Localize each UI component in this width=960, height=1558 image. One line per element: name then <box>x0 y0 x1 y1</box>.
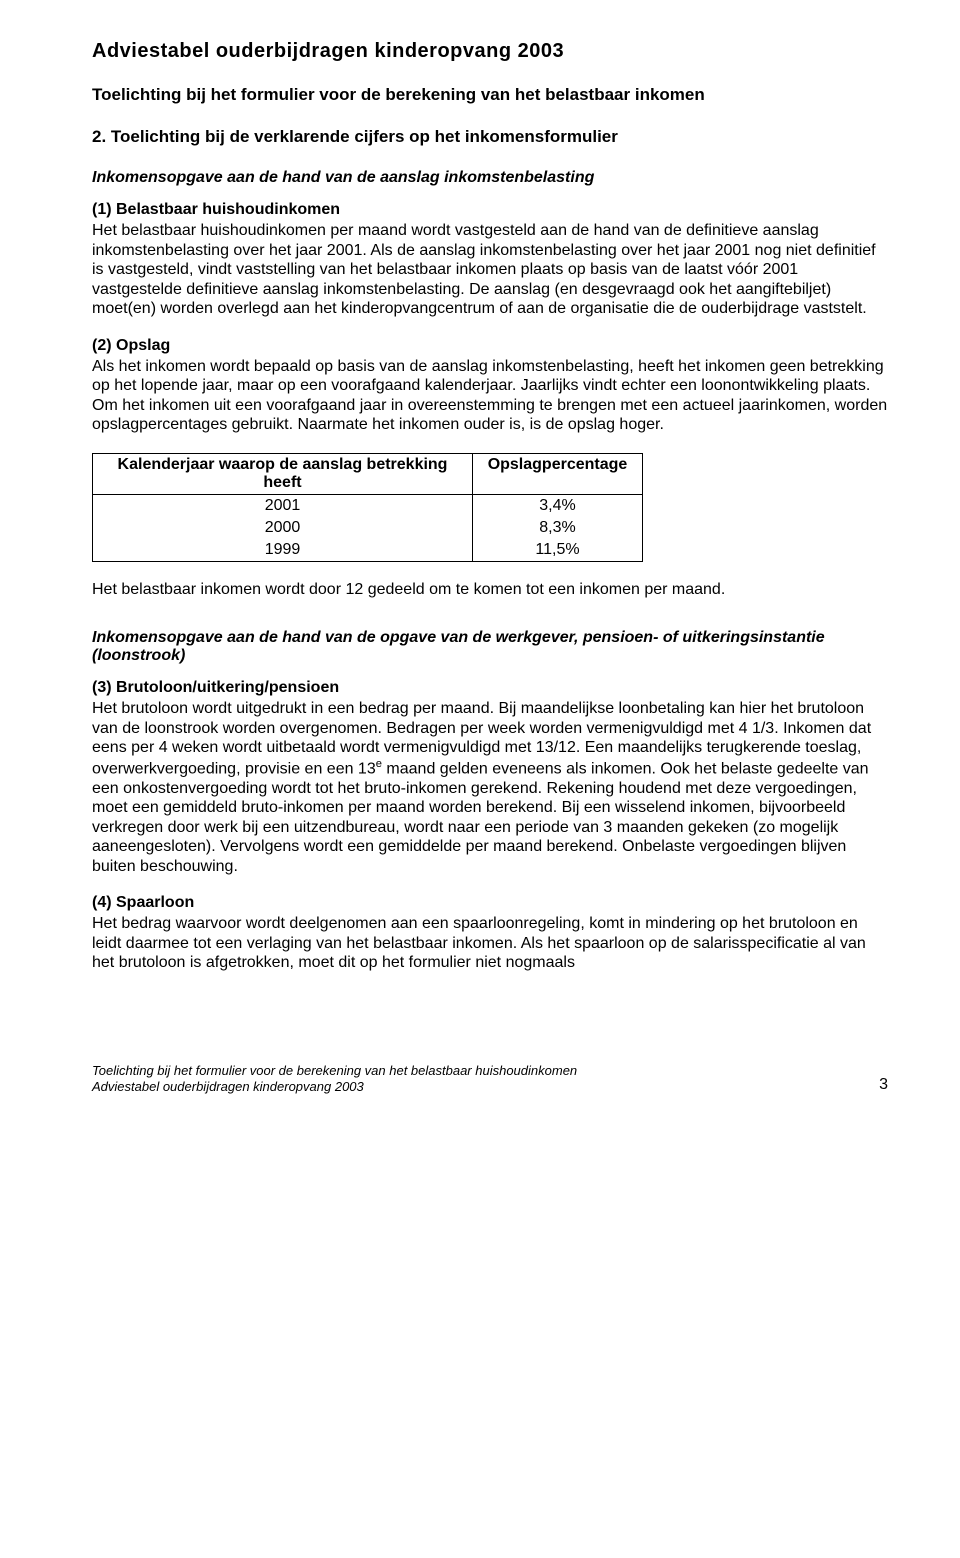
footer-text-block: Toelichting bij het formulier voor de be… <box>92 1063 577 1096</box>
table-header-col2: Opslagpercentage <box>473 453 643 494</box>
table-row: 2001 3,4% <box>93 494 643 517</box>
section-2-heading: 2. Toelichting bij de verklarende cijfer… <box>92 127 888 147</box>
item-2-heading: (2) Opslag <box>92 337 888 355</box>
table-row: 2000 8,3% <box>93 517 643 539</box>
item-2-text: Als het inkomen wordt bepaald op basis v… <box>92 357 888 435</box>
table-cell-year: 1999 <box>93 539 473 562</box>
table-cell-pct: 3,4% <box>473 494 643 517</box>
item-1-text: Het belastbaar huishoudinkomen per maand… <box>92 221 888 319</box>
opslag-table: Kalenderjaar waarop de aanslag betrekkin… <box>92 453 643 562</box>
table-cell-pct: 8,3% <box>473 517 643 539</box>
item-1-heading: (1) Belastbaar huishoudinkomen <box>92 201 888 219</box>
page-number: 3 <box>879 1075 888 1095</box>
subsection-b-heading: Inkomensopgave aan de hand van de opgave… <box>92 629 888 665</box>
footer-line-1: Toelichting bij het formulier voor de be… <box>92 1063 577 1079</box>
table-header-col1: Kalenderjaar waarop de aanslag betrekkin… <box>93 453 473 494</box>
main-heading: Toelichting bij het formulier voor de be… <box>92 85 888 105</box>
document-page: Adviestabel ouderbijdragen kinderopvang … <box>0 0 960 1135</box>
subsection-a-heading: Inkomensopgave aan de hand van de aansla… <box>92 169 888 187</box>
opslag-table-wrap: Kalenderjaar waarop de aanslag betrekkin… <box>92 453 888 562</box>
footer-line-2: Adviestabel ouderbijdragen kinderopvang … <box>92 1079 577 1095</box>
table-cell-pct: 11,5% <box>473 539 643 562</box>
table-row: 1999 11,5% <box>93 539 643 562</box>
item-3-text-part-b: maand gelden eveneens als inkomen. Ook h… <box>92 760 869 875</box>
table-header-row: Kalenderjaar waarop de aanslag betrekkin… <box>93 453 643 494</box>
item-4-heading: (4) Spaarloon <box>92 894 888 912</box>
item-3-text: Het brutoloon wordt uitgedrukt in een be… <box>92 699 888 876</box>
table-cell-year: 2001 <box>93 494 473 517</box>
page-footer: Toelichting bij het formulier voor de be… <box>92 1063 888 1096</box>
item-3-heading: (3) Brutoloon/uitkering/pensioen <box>92 679 888 697</box>
document-title: Adviestabel ouderbijdragen kinderopvang … <box>92 40 888 63</box>
item-4-text: Het bedrag waarvoor wordt deelgenomen aa… <box>92 914 888 973</box>
after-table-text: Het belastbaar inkomen wordt door 12 ged… <box>92 580 888 600</box>
table-cell-year: 2000 <box>93 517 473 539</box>
